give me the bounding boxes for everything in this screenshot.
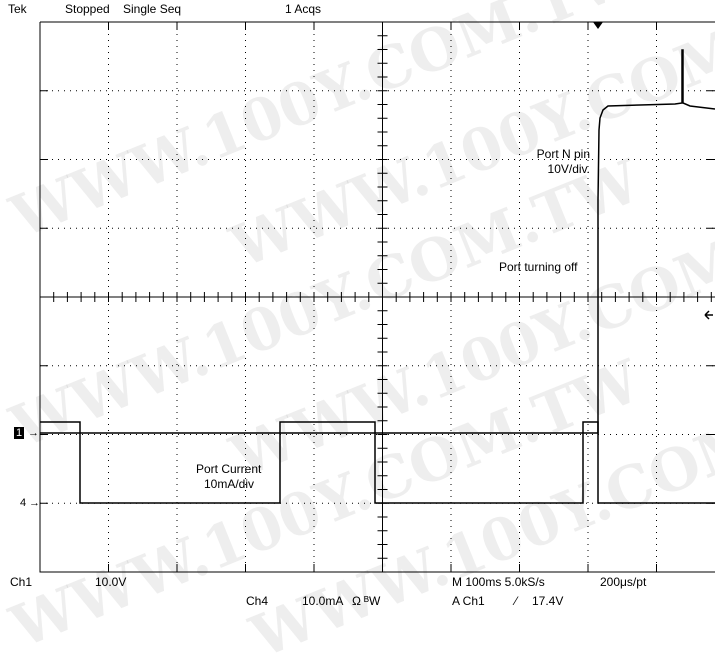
scope-display — [0, 0, 715, 613]
ch1-ground-marker[interactable]: 1 — [14, 427, 24, 439]
port-n-label: Port N pin — [520, 147, 590, 161]
trigger-position-icon — [593, 22, 603, 29]
ohm-icon: Ω — [352, 594, 361, 608]
trigger-level-icon — [705, 311, 713, 319]
ch1-scale: 10.0V — [95, 575, 126, 589]
ch4-marker-arrow: → — [29, 497, 40, 509]
port-current-label: Port Current — [196, 462, 261, 476]
sample-interval: 200μs/pt — [600, 575, 646, 589]
ch1-label: Ch1 — [10, 575, 32, 589]
bandwidth-limit-icon: ᴮW — [364, 594, 380, 608]
trigger-source: A Ch1 — [452, 594, 485, 608]
ch4-label: Ch4 — [246, 594, 268, 608]
port-n-scale: 10V/div. — [520, 162, 590, 176]
port-off-label: Port turning off — [499, 260, 578, 274]
trigger-level: 17.4V — [532, 594, 563, 608]
graticule — [40, 22, 715, 572]
ch1-marker-arrow: → — [28, 427, 39, 439]
ch4-scale: 10.0mA — [302, 594, 343, 608]
ch4-ground-marker[interactable]: 4 — [20, 497, 26, 509]
port-current-scale: 10mA/div — [204, 477, 254, 491]
timebase-readout: M 100ms 5.0kS/s — [452, 575, 545, 589]
trigger-slope-icon: ⁄ — [515, 594, 517, 608]
